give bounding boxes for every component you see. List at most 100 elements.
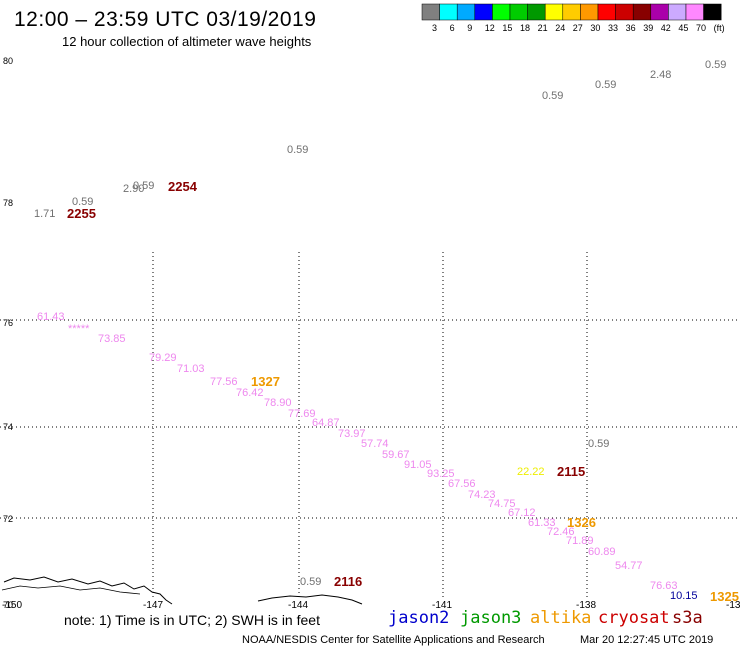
colorbar-tick-label: 42: [660, 23, 671, 33]
longitude-label: -144: [288, 600, 309, 611]
wave-height-value: 0.59: [542, 90, 564, 102]
credit-text: NOAA/NESDIS Center for Satellite Applica…: [242, 634, 545, 646]
wave-height-value: 0.59: [595, 79, 617, 91]
wave-height-value: 73.85: [98, 333, 126, 345]
latitude-label: 74: [3, 422, 14, 432]
colorbar-tick-label: 45: [678, 23, 689, 33]
colorbar-swatch: [474, 3, 493, 21]
latitude-label: 76: [3, 318, 14, 328]
wave-height-value: 77.56: [210, 376, 238, 388]
colorbar-tick-label: 39: [643, 23, 654, 33]
satellite-altika: altika: [530, 608, 592, 628]
colorbar-tick-label: (ft): [713, 23, 725, 33]
wave-height-value: *****: [68, 323, 90, 335]
graticule: [0, 252, 740, 600]
colorbar-swatch: [615, 3, 634, 21]
longitude-label: -13: [726, 600, 740, 611]
footer-note: note: 1) Time is in UTC; 2) SWH is in fe…: [64, 612, 320, 628]
colorbar-swatch: [421, 3, 440, 21]
satellite-s3a: s3a: [672, 608, 703, 628]
coastline: [1, 576, 363, 605]
latitude-label: 78: [3, 198, 14, 208]
wave-height-value: 67.12: [508, 507, 536, 519]
wave-height-value: 0.59: [287, 144, 309, 156]
colorbar-tick-label: 9: [467, 23, 473, 33]
coastline-alaska: [3, 576, 173, 605]
wave-height-value: 76.42: [236, 387, 264, 399]
colorbar-tick-label: 33: [608, 23, 619, 33]
wave-height-value: 22.22: [517, 466, 545, 478]
wave-height-value: 73.97: [338, 428, 366, 440]
wave-height-value: 78.90: [264, 397, 292, 409]
colorbar-swatch: [439, 3, 458, 21]
colorbar-swatch: [703, 3, 722, 21]
wave-height-value: 0.59: [705, 59, 727, 71]
latitude-label: 72: [3, 514, 14, 524]
timestamp: Mar 20 12:27:45 UTC 2019: [580, 634, 714, 646]
wave-height-value: 67.56: [448, 478, 476, 490]
page-subtitle: 12 hour collection of altimeter wave hei…: [62, 34, 312, 49]
wave-height-value: 93.25: [427, 468, 455, 480]
colorbar-tick-label: 70: [696, 23, 707, 33]
colorbar-tick-label: 18: [520, 23, 531, 33]
longitude-label: -138: [576, 600, 597, 611]
wave-height-value: 10.15: [670, 590, 698, 602]
latitude-label: 80: [3, 56, 14, 66]
colorbar-swatch: [632, 3, 652, 21]
wave-height-value: 64.87: [312, 417, 340, 429]
colorbar-tick-label: 30: [590, 23, 601, 33]
colorbar-tick-label: 6: [449, 23, 455, 33]
satellite-jason2: jason2: [388, 608, 450, 628]
colorbar-swatch: [580, 3, 599, 21]
longitude-label: -150: [2, 600, 23, 611]
wave-height-value: 0.59: [300, 576, 322, 588]
pass-time-label: 2255: [67, 206, 96, 221]
wave-height-value: 71.03: [177, 363, 205, 375]
pass-time-label: 2254: [168, 179, 197, 194]
wave-height-value: 76.63: [650, 580, 678, 592]
colorbar-tick-label: 15: [502, 23, 513, 33]
coastline-alaska-2: [1, 585, 141, 595]
colorbar-tick-label: 3: [432, 23, 438, 33]
colorbar-swatch: [562, 3, 581, 21]
wave-height-value: 57.74: [361, 438, 389, 450]
wave-height-value: 61.43: [37, 311, 65, 323]
pass-time-label: 2116: [334, 574, 363, 589]
page-title: 12:00 – 23:59 UTC 03/19/2019: [14, 8, 317, 31]
colorbar-swatch: [492, 3, 511, 21]
colorbar-swatch: [650, 3, 669, 21]
pass-time-label: 1325: [710, 589, 739, 604]
wave-height-value: 72.46: [547, 526, 575, 538]
colorbar-tick-label: 24: [555, 23, 566, 33]
pass-time-label: 1326: [567, 515, 596, 530]
satellite-jason3: jason3: [460, 608, 522, 628]
wave-height-value: 74.23: [468, 489, 496, 501]
colorbar-swatch: [668, 3, 687, 21]
wave-height-value: 77.69: [288, 408, 316, 420]
wave-height-value: 2.90: [123, 183, 145, 195]
longitude-label: -147: [143, 600, 164, 611]
colorbar-tick-label: 12: [484, 23, 495, 33]
colorbar-swatch: [527, 3, 546, 21]
latitude-label: 70: [3, 600, 14, 610]
wave-height-value: 0.59: [133, 180, 155, 192]
colorbar-swatch: [544, 3, 564, 21]
wave-height-value: 61.33: [528, 517, 556, 529]
wave-height-value: 0.59: [588, 438, 610, 450]
wave-height-value: 0.59: [72, 196, 94, 208]
colorbar-swatch: [509, 3, 528, 21]
longitude-label: -141: [432, 600, 453, 611]
colorbar: [421, 3, 722, 21]
wave-height-value: 59.67: [382, 449, 410, 461]
wave-height-value: 54.77: [615, 560, 643, 572]
colorbar-tick-label: 36: [625, 23, 636, 33]
pass-time-label: 1327: [251, 374, 280, 389]
wave-height-value: 2.48: [650, 69, 672, 81]
colorbar-swatch: [456, 3, 476, 21]
wave-height-value: 91.05: [404, 459, 432, 471]
satellite-cryosat: cryosat: [598, 608, 670, 628]
wave-height-value: 71.89: [566, 535, 594, 547]
colorbar-swatch: [597, 3, 616, 21]
colorbar-tick-label: 21: [537, 23, 548, 33]
